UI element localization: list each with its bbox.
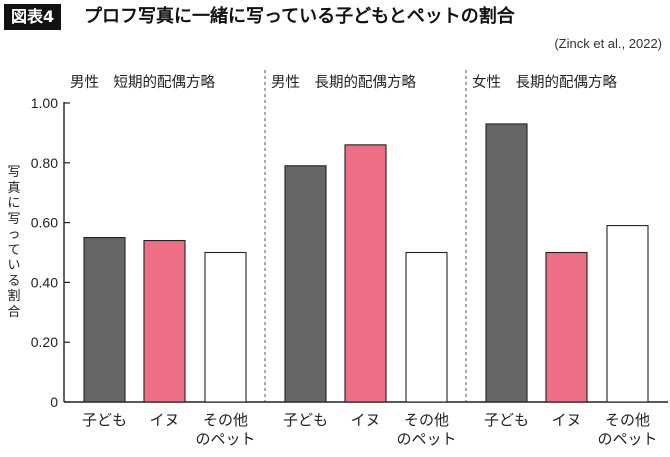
category-label: その他 (203, 411, 248, 429)
bar (545, 251, 588, 403)
category-label: のペット (396, 430, 456, 448)
y-tick-label: 0.80 (31, 155, 58, 171)
bar (485, 123, 528, 403)
y-tick-label: 1.00 (31, 95, 58, 111)
chart-source: (Zinck et al., 2022) (554, 36, 662, 51)
category-label: 子ども (82, 411, 127, 429)
category-label: のペット (195, 430, 255, 448)
group-label: 男性 長期的配偶方略 (271, 74, 416, 91)
category-label: のペット (597, 430, 657, 448)
category-label: イヌ (350, 411, 380, 429)
chart-title: プロフ写真に一緒に写っている子どもとペットの割合 (84, 6, 515, 27)
y-tick-label: 0 (50, 394, 58, 410)
bar (344, 144, 387, 403)
bar (143, 239, 186, 403)
bar (284, 165, 327, 403)
group-label: 女性 長期的配偶方略 (472, 73, 617, 91)
bar (83, 237, 126, 403)
y-tick-label: 0.20 (31, 334, 58, 350)
y-tick-label: 0.60 (31, 215, 58, 231)
category-label: イヌ (149, 411, 179, 429)
category-label: その他 (605, 411, 650, 429)
bar (204, 251, 247, 403)
category-label: 子ども (283, 411, 328, 429)
y-tick-label: 0.40 (31, 274, 58, 290)
category-label: 子ども (484, 411, 529, 429)
figure-label: 図表4 (4, 4, 62, 30)
bar (405, 251, 448, 403)
y-axis-label: 写真に写っている割合 (7, 165, 21, 320)
bar (606, 225, 649, 403)
category-label: イヌ (551, 411, 581, 429)
group-label: 男性 短期的配偶方略 (70, 74, 215, 91)
category-label: その他 (404, 411, 449, 429)
